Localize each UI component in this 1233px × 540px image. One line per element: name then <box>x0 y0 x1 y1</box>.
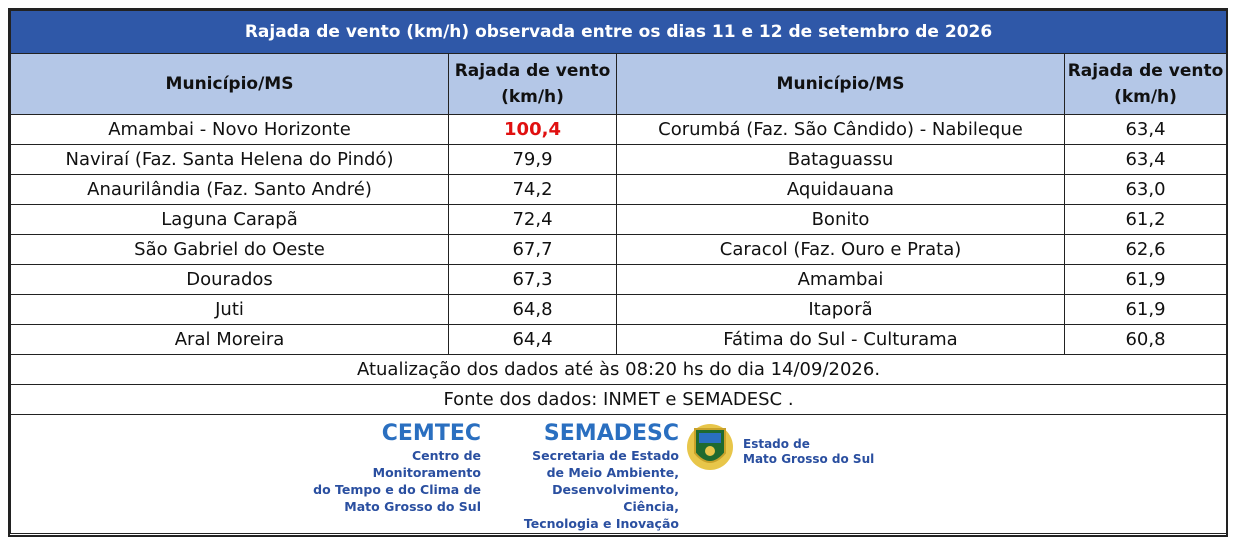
note-row: Atualização dos dados até às 08:20 hs do… <box>9 354 1228 385</box>
municipality-cell: Corumbá (Faz. São Cândido) - Nabileque <box>616 114 1065 145</box>
document: Rajada de vento (km/h) observada entre o… <box>8 8 1228 537</box>
municipality-cell: Aral Moreira <box>10 324 449 355</box>
logos: CEMTEC Centro de Monitoramento do Tempo e… <box>10 413 1226 533</box>
logo-line: Desenvolvimento, Ciência, <box>552 482 679 514</box>
header-cell: Município/MS <box>10 53 449 115</box>
logo-cell <box>9 414 1228 534</box>
value-cell: 60,8 <box>1063 324 1228 355</box>
title: Rajada de vento (km/h) observada entre o… <box>9 10 1228 54</box>
value-cell: 64,4 <box>448 324 617 355</box>
header-cell: Município/MS <box>616 53 1065 115</box>
municipality-cell: Bonito <box>616 204 1065 235</box>
header-cell: Rajada de vento (km/h) <box>448 53 617 115</box>
value-cell: 67,3 <box>448 264 617 295</box>
value-cell: 74,2 <box>448 174 617 205</box>
logo-text: Centro de Monitoramento do Tempo e do Cli… <box>306 447 481 515</box>
table-row: Aral Moreira 64,4 Fátima do Sul - Culturam… <box>10 324 1228 355</box>
value-cell: 72,4 <box>448 204 617 235</box>
municipality-cell: Amambai <box>616 264 1065 295</box>
table-row: Naviraí (Faz. Santa Helena do Pindó) 79,9… <box>10 144 1228 175</box>
note: Atualização dos dados até às 08:20 hs do… <box>9 354 1228 385</box>
value-cell: 63,4 <box>1063 114 1228 145</box>
logo-line: Mato Grosso do Sul <box>743 452 875 466</box>
logo-line: de Meio Ambiente, <box>546 465 679 480</box>
table-row: Laguna Carapã 72,4 Bonito 61,2 <box>10 204 1228 235</box>
state-logo: Estado de Mato Grosso do Sul <box>743 437 874 467</box>
logo-line: Estado de <box>743 437 810 451</box>
cemtec-logo: CEMTEC Centro de Monitoramento do Tempo e… <box>306 421 481 515</box>
value-cell: 63,0 <box>1063 174 1228 205</box>
table-row: São Gabriel do Oeste 67,7 Caracol (Faz. Ou… <box>10 234 1228 265</box>
wind-table: Rajada de vento (km/h) observada entre o… <box>9 10 1228 534</box>
municipality-cell: Bataguassu <box>616 144 1065 175</box>
municipality-cell: Naviraí (Faz. Santa Helena do Pindó) <box>10 144 449 175</box>
table-row: Anaurilândia (Faz. Santo André) 74,2 Aquid… <box>10 174 1228 205</box>
table-row: Dourados 67,3 Amambai 61,9 <box>10 264 1228 295</box>
logo-line: Secretaria de Estado <box>532 448 679 463</box>
municipality-cell: Laguna Carapã <box>10 204 449 235</box>
value-cell: 63,4 <box>1063 144 1228 175</box>
coat-of-arms <box>687 424 733 470</box>
municipality-cell: Caracol (Faz. Ouro e Prata) <box>616 234 1065 265</box>
note: Fonte dos dados: INMET e SEMADESC . <box>9 384 1228 415</box>
municipality-cell: Amambai - Novo Horizonte <box>10 114 449 145</box>
logo-text: Secretaria de Estado de Meio Ambiente, Des… <box>494 447 679 532</box>
value-cell: 62,6 <box>1063 234 1228 265</box>
logo-name: CEMTEC <box>381 421 481 446</box>
municipality-cell: Juti <box>10 294 449 325</box>
municipality-cell: São Gabriel do Oeste <box>10 234 449 265</box>
logo-line: Tecnologia e Inovação <box>523 516 679 531</box>
municipality-cell: Aquidauana <box>616 174 1065 205</box>
logo-line: do Tempo e do Clima de <box>313 482 481 497</box>
value-cell: 61,9 <box>1063 294 1228 325</box>
semadesc-logo: SEMADESC Secretaria de Estado de Meio Amb… <box>494 421 679 532</box>
value-cell: 61,9 <box>1063 264 1228 295</box>
municipality-cell: Dourados <box>10 264 449 295</box>
note-row: Fonte dos dados: INMET e SEMADESC . <box>9 384 1228 415</box>
table-row: Juti 64,8 Itaporã 61,9 <box>10 294 1228 325</box>
value-cell: 67,7 <box>448 234 617 265</box>
logo-line: Mato Grosso do Sul <box>344 499 481 514</box>
logo-row <box>9 414 1228 534</box>
header-cell: Rajada de vento (km/h) <box>1063 53 1228 115</box>
value-cell: 64,8 <box>448 294 617 325</box>
value-cell: 61,2 <box>1063 204 1228 235</box>
municipality-cell: Itaporã <box>616 294 1065 325</box>
table-row: Amambai - Novo Horizonte 100,4 Corumbá (Fa… <box>10 114 1228 145</box>
municipality-cell: Fátima do Sul - Culturama <box>616 324 1065 355</box>
municipality-cell: Anaurilândia (Faz. Santo André) <box>10 174 449 205</box>
value-cell: 79,9 <box>448 144 617 175</box>
logo-line: Centro de Monitoramento <box>372 448 481 480</box>
logo-name: SEMADESC <box>543 421 679 446</box>
value-cell: 100,4 <box>448 114 617 145</box>
